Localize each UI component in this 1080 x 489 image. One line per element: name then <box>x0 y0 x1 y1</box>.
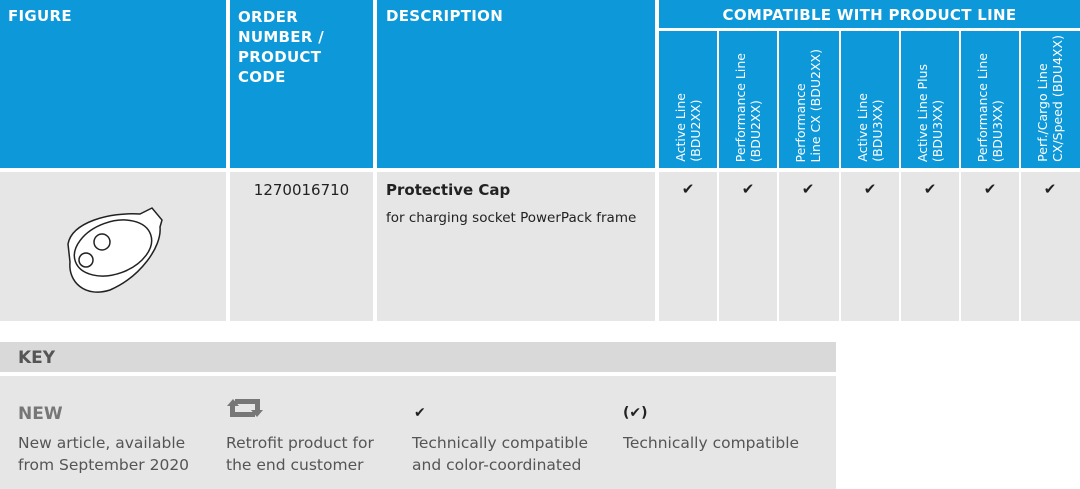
compat-cell: ✔ <box>659 172 717 321</box>
product-line-label: Active Line (BDU2XX) <box>673 93 703 162</box>
product-line-text: Performance <box>793 82 808 162</box>
product-line-header: Perf./Cargo Line CX/Speed (BDU4XX) <box>1021 31 1080 168</box>
key-line: Retrofit product for <box>226 434 374 452</box>
key-line: Technically compatible <box>623 434 800 452</box>
product-line-text: Performance Line <box>975 52 990 162</box>
product-title: Protective Cap <box>386 181 511 199</box>
product-line-header: Active Line (BDU2XX) <box>659 31 717 168</box>
product-line-text: (BDU2XX) <box>688 99 703 162</box>
key-item-text: New article, available from September 202… <box>18 432 189 476</box>
compat-cell: ✔ <box>961 172 1019 321</box>
key-line: Technically compatible <box>412 434 589 452</box>
product-line-label: Performance Line (BDU2XX) <box>733 53 763 162</box>
product-line-text: Active Line Plus <box>915 63 930 162</box>
key-line: from September 2020 <box>18 456 190 474</box>
key-title: KEY <box>0 342 836 372</box>
product-line-header: Performance Line (BDU3XX) <box>961 31 1019 168</box>
compat-mark: ✔ <box>983 180 997 198</box>
product-line-label: Active Line (BDU3XX) <box>855 93 885 162</box>
product-line-text: Active Line <box>855 93 870 162</box>
key-item-title: ✔ <box>414 405 426 421</box>
product-subtitle: for charging socket PowerPack frame <box>386 210 637 226</box>
retrofit-icon <box>227 399 263 417</box>
figure-cell <box>0 172 226 321</box>
key-item-text: Retrofit product for the end customer <box>226 432 374 476</box>
product-line-text: Perf./Cargo Line <box>1035 63 1050 162</box>
compat-cell: ✔ <box>901 172 959 321</box>
product-line-text: Line CX (BDU2XX) <box>808 48 823 162</box>
compat-mark: ✔ <box>741 180 755 198</box>
key-item-text: Technically compatible <box>623 432 799 454</box>
header-figure: FIGURE <box>0 0 226 168</box>
cap-illustration <box>67 207 163 293</box>
compat-mark: ✔ <box>681 180 695 198</box>
compat-cell: ✔ <box>841 172 899 321</box>
compat-mark: ✔ <box>1043 180 1057 198</box>
product-line-text: Active Line <box>673 93 688 162</box>
product-line-header: Active Line Plus (BDU3XX) <box>901 31 959 168</box>
product-line-text: Performance Line <box>733 52 748 162</box>
key-line: the end customer <box>226 456 364 474</box>
key-item-title: NEW <box>18 404 63 424</box>
product-line-text: (BDU3XX) <box>990 99 1005 162</box>
product-line-header: Performance Line CX (BDU2XX) <box>779 31 839 168</box>
header-line: PRODUCT <box>238 48 322 66</box>
product-line-text: (BDU2XX) <box>748 99 763 162</box>
compat-mark: ✔ <box>801 180 815 198</box>
header-line: CODE <box>238 68 286 86</box>
key-line: and color-coordinated <box>412 456 582 474</box>
compat-cell: ✔ <box>779 172 839 321</box>
product-line-label: Performance Line (BDU3XX) <box>975 53 1005 162</box>
key-line: New article, available <box>18 434 186 452</box>
header-order: ORDER NUMBER / PRODUCT CODE <box>230 0 373 168</box>
product-line-text: (BDU3XX) <box>930 99 945 162</box>
compat-mark: ✔ <box>923 180 937 198</box>
product-line-text: CX/Speed (BDU4XX) <box>1050 35 1065 162</box>
compat-cell: ✔ <box>719 172 777 321</box>
header-description: DESCRIPTION <box>377 0 655 168</box>
key-body <box>0 376 836 489</box>
header-compatible: COMPATIBLE WITH PRODUCT LINE <box>659 0 1080 28</box>
key-item-title: (✔) <box>623 405 648 421</box>
compat-cell: ✔ <box>1021 172 1080 321</box>
compat-mark: ✔ <box>863 180 877 198</box>
key-item-text: Technically compatible and color-coordina… <box>412 432 588 476</box>
order-number: 1270016710 <box>230 172 373 321</box>
product-line-header: Performance Line (BDU2XX) <box>719 31 777 168</box>
product-line-label: Active Line Plus (BDU3XX) <box>915 64 945 162</box>
product-line-label: Performance Line CX (BDU2XX) <box>793 49 823 162</box>
description-cell: Protective Cap for charging socket Power… <box>377 172 655 321</box>
header-line: ORDER <box>238 8 299 26</box>
product-line-header: Active Line (BDU3XX) <box>841 31 899 168</box>
product-line-text: (BDU3XX) <box>870 99 885 162</box>
product-line-label: Perf./Cargo Line CX/Speed (BDU4XX) <box>1035 35 1065 162</box>
header-line: NUMBER / <box>238 28 324 46</box>
